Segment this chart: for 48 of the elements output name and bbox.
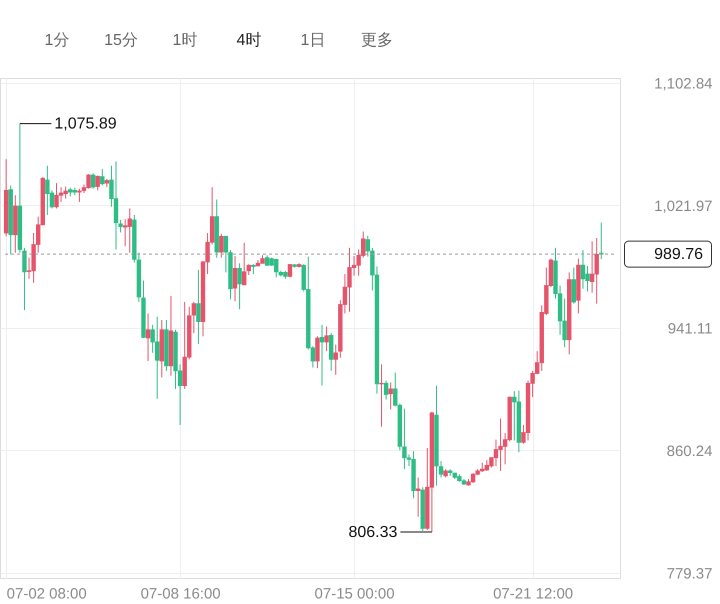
x-tick-label: 07-21 12:00 [493, 586, 574, 602]
annotation: 806.33 [348, 524, 398, 542]
candlestick [379, 364, 384, 428]
candlestick [77, 188, 82, 202]
candlestick [384, 380, 388, 400]
candlestick [219, 233, 224, 258]
text: 1分 [44, 32, 70, 49]
candlestick [328, 332, 334, 372]
candlestick [585, 265, 590, 292]
candlestick [388, 382, 393, 410]
candlestick [320, 324, 324, 386]
annotation: 1,075.89 [54, 116, 117, 133]
candlestick [580, 250, 586, 290]
candlestick [416, 477, 420, 518]
candlestick [90, 172, 96, 190]
candlestick [572, 267, 576, 304]
text: 15分 [104, 32, 138, 49]
candlestick [315, 336, 320, 369]
candlestick [246, 264, 251, 276]
y-tick-label: 860.24 [666, 442, 712, 460]
y-tick-label: 779.37 [666, 565, 712, 582]
candlestick [232, 256, 238, 302]
y-tick-label: 1,021.97 [654, 198, 712, 215]
text: 4时 [236, 31, 262, 49]
candlestick [196, 269, 201, 344]
x-tick-label: 07-15 00:00 [314, 586, 395, 602]
candlestick [86, 174, 91, 190]
y-tick-label: 941.11 [668, 320, 712, 338]
candlestick [251, 264, 256, 275]
text: 1日 [300, 32, 326, 49]
candlestick [100, 168, 104, 186]
candlestick [146, 312, 150, 362]
candlestick [237, 262, 242, 310]
candlestick [288, 264, 292, 278]
x-tick-label: 07-02 08:00 [6, 586, 87, 602]
y-tick-label: 1,102.84 [654, 75, 712, 92]
candlestick [96, 175, 100, 191]
candlestick [594, 238, 599, 304]
ref-line-label: 989.76 [654, 246, 704, 264]
candlestick [63, 186, 68, 200]
candlestick [324, 326, 329, 352]
candlestick [224, 236, 228, 273]
text: 更多 [361, 31, 393, 49]
candlestick [45, 165, 50, 216]
x-tick-label: 07-08 16:00 [140, 586, 221, 602]
candlestick [242, 242, 246, 286]
candlestick [118, 219, 123, 233]
text: 1时 [172, 31, 198, 49]
